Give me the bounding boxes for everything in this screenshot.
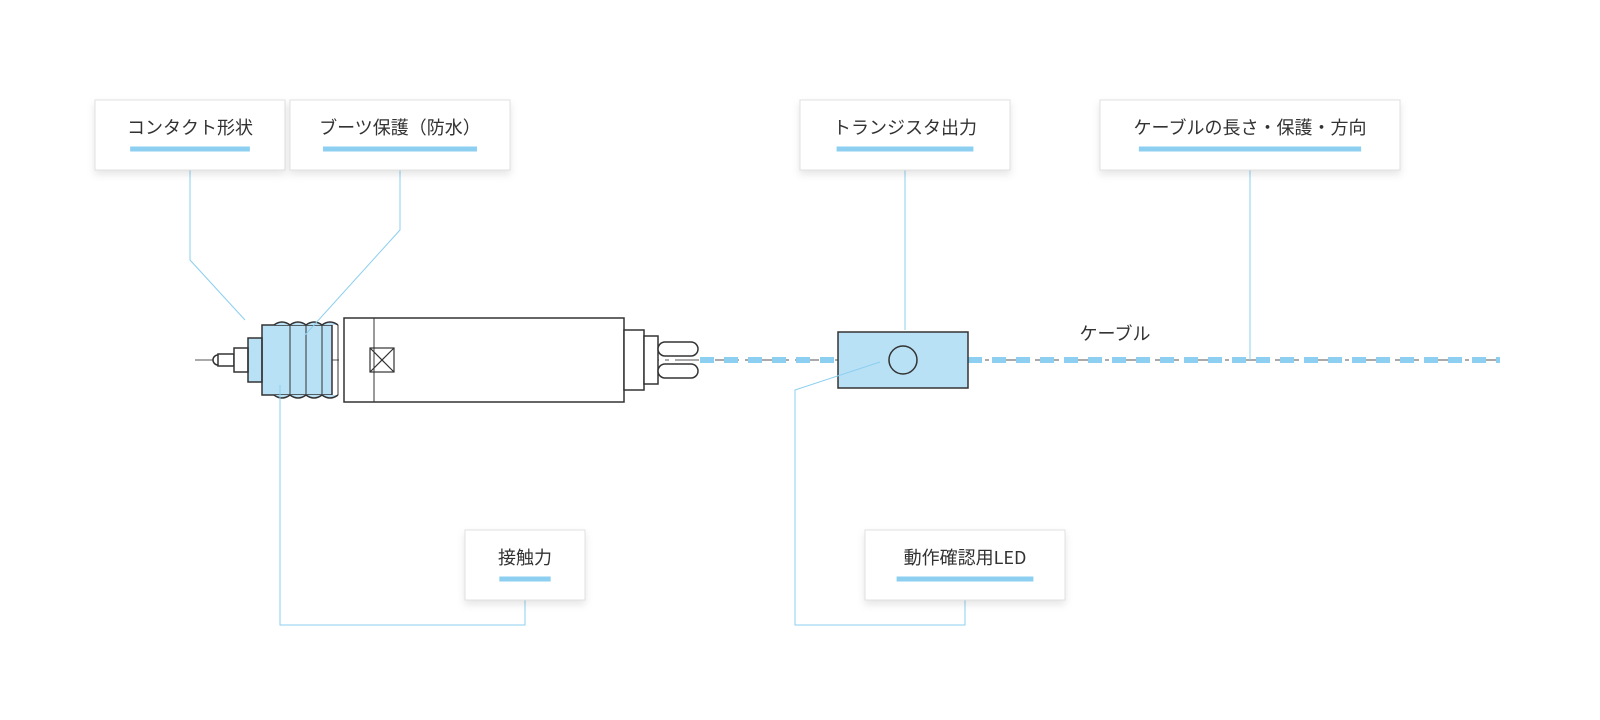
label-text-led: 動作確認用LED [904,544,1027,570]
output-module [838,332,968,388]
diagram-svg: コンタクト形状 ブーツ保護（防水） トランジスタ出力 ケーブルの長さ・保護・方向接触力… [0,0,1600,720]
label-box-transistor: トランジスタ出力 [800,100,1010,170]
label-text-boot: ブーツ保護（防水） [319,114,481,140]
label-text-force: 接触力 [498,544,552,570]
label-box-contact: コンタクト形状 [95,100,285,170]
label-text-transistor: トランジスタ出力 [833,114,977,140]
label-box-force: 接触力 [465,530,585,600]
label-text-contact: コンタクト形状 [127,114,253,140]
contact-leader [190,170,245,320]
sensor-drawing [213,318,698,402]
label-box-led: 動作確認用LED [865,530,1065,600]
label-box-cable_opts: ケーブルの長さ・保護・方向 [1100,100,1400,170]
cable-inline-label: ケーブル [1080,320,1151,346]
label-box-boot: ブーツ保護（防水） [290,100,510,170]
boot-leader [305,170,400,335]
label-text-cable_opts: ケーブルの長さ・保護・方向 [1134,114,1367,140]
